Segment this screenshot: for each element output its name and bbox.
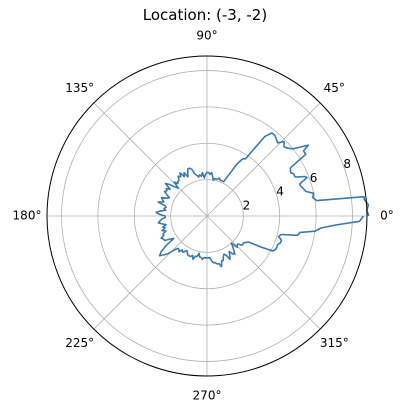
radial-tick-label-1: 4 — [276, 185, 284, 199]
angle-label-2: 90° — [196, 29, 217, 43]
angle-label-7: 315° — [320, 336, 349, 350]
angular-grid-spoke-7 — [206, 215, 321, 330]
angle-labels: 0° 45° 90° 135° 180° 225° 270° 315° — [13, 29, 394, 403]
radial-tick-label-3: 8 — [343, 157, 351, 171]
angle-label-0: 0° — [380, 209, 394, 223]
chart-title: Location: (-3, -2) — [143, 6, 267, 24]
radial-tick-label-0: 2 — [243, 199, 251, 213]
angular-grid-spoke-5 — [93, 215, 208, 330]
angular-grid-spoke-3 — [93, 102, 208, 217]
angle-label-5: 225° — [65, 336, 94, 350]
angle-label-6: 270° — [193, 389, 222, 403]
data-series-layer — [155, 132, 370, 268]
radial-labels: 2 4 6 8 — [243, 157, 351, 213]
polar-frame — [46, 55, 368, 377]
polar-grid — [47, 56, 367, 376]
angle-label-4: 180° — [13, 209, 42, 223]
angle-label-3: 135° — [65, 81, 94, 95]
angle-label-1: 45° — [324, 81, 345, 95]
series-line-0 — [155, 132, 370, 268]
angular-grid-spoke-1 — [206, 102, 321, 217]
radial-tick-label-2: 6 — [310, 171, 318, 185]
